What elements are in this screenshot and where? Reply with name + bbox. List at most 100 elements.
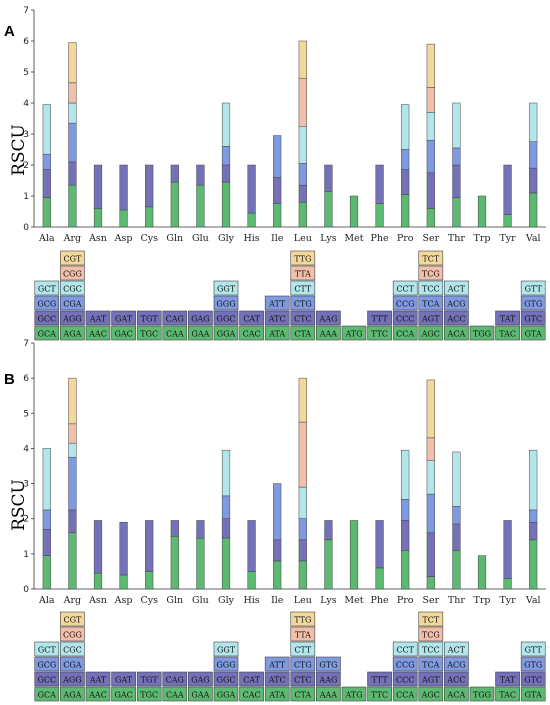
- y-tick-label: 3: [23, 480, 29, 490]
- codon-label: GAT: [115, 676, 133, 685]
- codon-cell: [213, 686, 239, 702]
- bar-segment-leu-6: [298, 40, 307, 79]
- bar-segment-ser-6: [426, 379, 435, 439]
- bar-segment-asn-1: [93, 572, 103, 590]
- codon-label: CAG: [166, 315, 184, 324]
- codon-cell: [469, 325, 495, 341]
- codon-cell: [444, 656, 469, 672]
- codon-label: ACG: [446, 300, 465, 309]
- codon-cell: [392, 686, 418, 702]
- codon-cell: [34, 295, 60, 311]
- codon-cell: [162, 325, 188, 341]
- bar-segment-his-1: [247, 212, 256, 228]
- bar-segment-asp-2: [119, 521, 128, 576]
- codon-cell: [34, 310, 60, 326]
- codon-label: GCT: [38, 285, 57, 294]
- bar-segment-ser-5: [426, 437, 435, 461]
- codon-label: TCA: [422, 661, 439, 670]
- codon-cell: [213, 295, 239, 311]
- codon-label: ACG: [446, 661, 465, 670]
- panel-label-a: A: [4, 23, 15, 40]
- codon-label: TCG: [422, 631, 440, 640]
- bar-segment-ala-4: [42, 104, 51, 155]
- category-label: Ser: [422, 595, 439, 606]
- codon-cell: [444, 280, 469, 296]
- codon-cell: [239, 671, 264, 687]
- bar-segment-gly-3: [221, 146, 231, 166]
- codon-label: CAG: [166, 676, 184, 685]
- codon-cell: [418, 641, 444, 657]
- bar-segment-asp-1: [119, 209, 128, 228]
- codon-label: GGA: [217, 691, 236, 700]
- codon-cell: [316, 686, 341, 702]
- bar-segment-arg-2: [68, 509, 77, 534]
- codon-cell: [520, 310, 546, 326]
- codon-label: ACT: [447, 285, 466, 294]
- codon-label: CAA: [166, 330, 184, 339]
- codon-label: TTG: [294, 616, 311, 625]
- codon-cell: [290, 265, 316, 281]
- codon-label: TAC: [499, 330, 516, 339]
- codon-label: TTA: [295, 631, 311, 640]
- category-label: Phe: [371, 595, 390, 606]
- codon-cell: [392, 325, 418, 341]
- codon-cell: [418, 656, 444, 672]
- bar-segment-arg-4: [68, 442, 77, 458]
- category-label: Asp: [114, 595, 133, 606]
- codon-label: CGT: [63, 255, 82, 264]
- bar-segment-pro-2: [401, 169, 410, 195]
- codon-cell: [60, 310, 85, 326]
- codon-label: AAT: [89, 676, 107, 685]
- y-tick-label: 5: [23, 68, 29, 78]
- codon-label: AAG: [318, 315, 337, 324]
- panel-label-b: B: [4, 371, 15, 388]
- codon-label: ATC: [268, 676, 286, 685]
- codon-label: CCC: [396, 676, 414, 685]
- codon-cell: [162, 310, 188, 326]
- codon-cell: [418, 250, 444, 266]
- bar-segment-tyr-1: [503, 214, 512, 228]
- codon-label: TCT: [422, 255, 439, 264]
- codon-label: TTT: [371, 315, 388, 324]
- codon-label: GTT: [525, 646, 543, 655]
- codon-label: TCT: [422, 616, 439, 625]
- bar-segment-cys-1: [145, 571, 154, 590]
- codon-cell: [392, 295, 418, 311]
- codon-label: GGG: [216, 300, 235, 309]
- category-label: Gln: [166, 233, 183, 244]
- bar-segment-val-3: [529, 509, 538, 523]
- category-label: Glu: [192, 233, 209, 244]
- codon-label: CCT: [396, 646, 414, 655]
- bar-segment-thr-3: [452, 506, 461, 525]
- y-tick-label: 2: [23, 161, 29, 171]
- category-label: Asn: [88, 595, 107, 606]
- codon-cell: [495, 671, 520, 687]
- codon-cell: [213, 310, 239, 326]
- codon-label: CTG: [294, 661, 312, 670]
- bar-segment-leu-1: [298, 560, 307, 590]
- codon-label: TCC: [422, 285, 440, 294]
- codon-cell: [520, 295, 546, 311]
- codon-label: TGG: [473, 691, 491, 700]
- codon-label: TTT: [371, 676, 388, 685]
- bar-segment-lys-1: [324, 539, 333, 590]
- bar-segment-trp-1: [477, 195, 487, 228]
- codon-label: TGC: [140, 330, 158, 339]
- bar-segment-gly-2: [221, 164, 231, 183]
- codon-cell: [264, 295, 290, 311]
- codon-cell: [60, 611, 85, 627]
- bar-segment-gly-1: [221, 181, 231, 228]
- codon-label: GGC: [217, 315, 236, 324]
- codon-label: ATA: [268, 330, 285, 339]
- codon-cell: [264, 310, 290, 326]
- codon-cell: [239, 325, 264, 341]
- bar-segment-gly-1: [221, 537, 231, 590]
- bar-segment-thr-4: [452, 102, 461, 149]
- codon-label: CGT: [63, 616, 82, 625]
- codon-cell: [418, 626, 444, 642]
- bar-segment-pro-4: [401, 449, 410, 500]
- codon-label: TGG: [473, 330, 491, 339]
- category-label: Glu: [192, 595, 209, 606]
- bar-segment-leu-5: [298, 421, 307, 488]
- codon-cell: [34, 280, 60, 296]
